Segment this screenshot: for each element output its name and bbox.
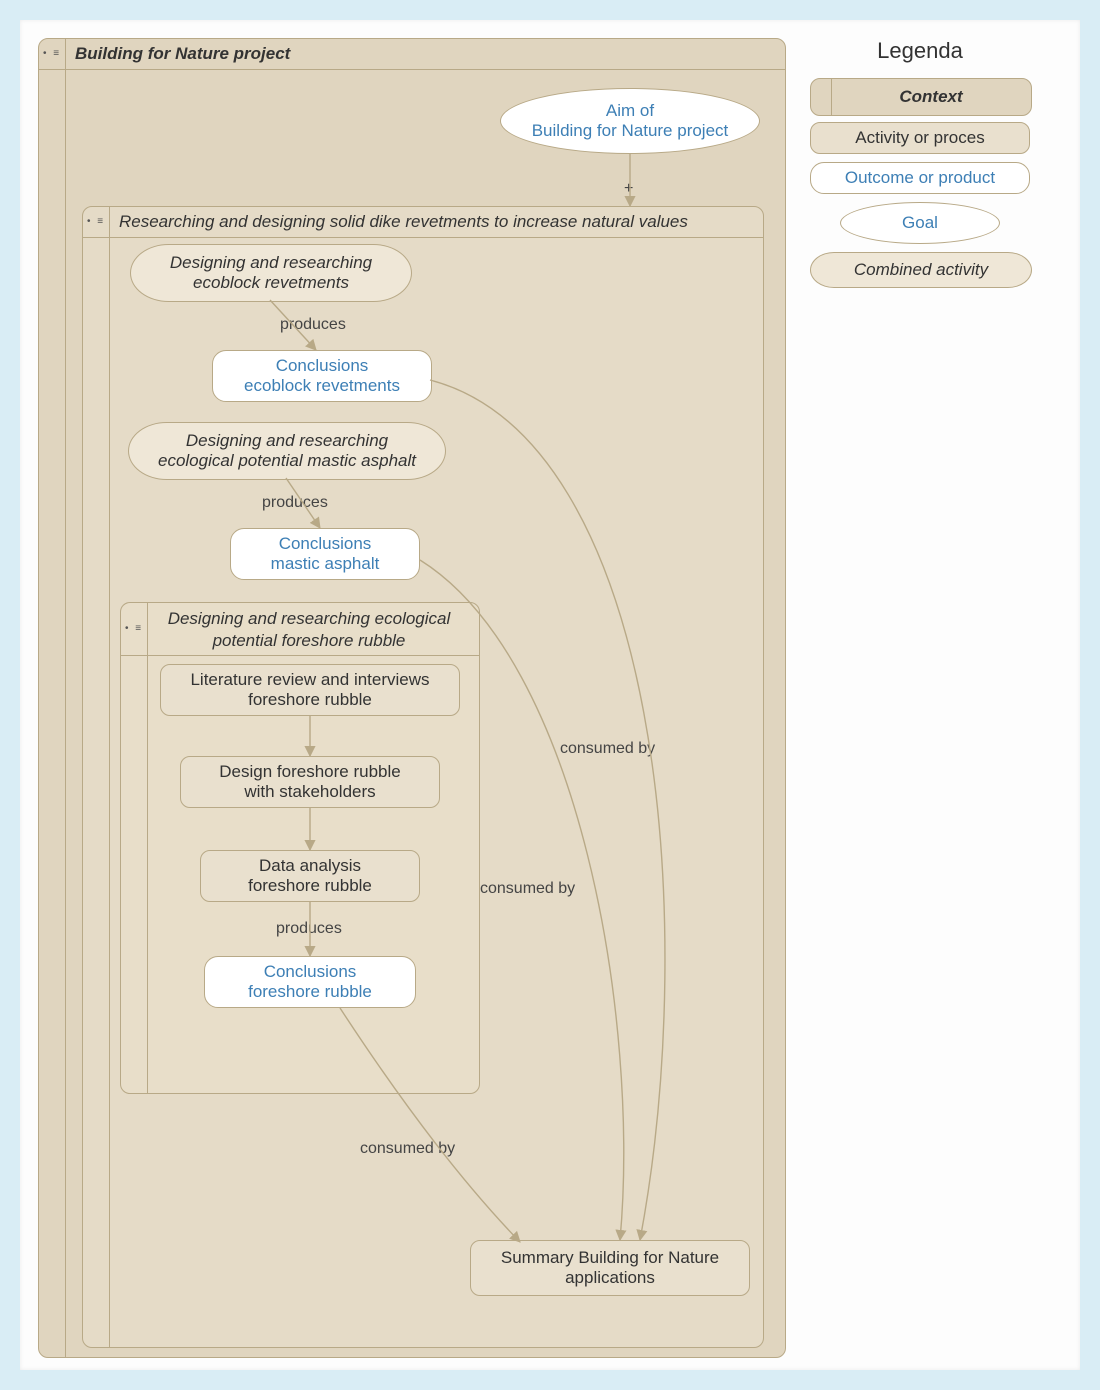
edge-label-consumed-3: consumed by bbox=[360, 1140, 455, 1158]
collapse-icon[interactable]: • ≡ bbox=[121, 603, 148, 655]
node-mastic-concl: Conclusionsmastic asphalt bbox=[230, 528, 420, 580]
node-mastic-design: Designing and researchingecological pote… bbox=[128, 422, 446, 480]
context-research-title: Researching and designing solid dike rev… bbox=[119, 207, 755, 237]
context-rail bbox=[65, 69, 66, 1357]
edge-label-consumed-2: consumed by bbox=[480, 880, 575, 898]
legend-goal: Goal bbox=[840, 202, 1000, 244]
edge-label-produces-2: produces bbox=[262, 494, 328, 512]
edge-label-plus: + bbox=[624, 180, 633, 198]
edge-label-consumed-1: consumed by bbox=[560, 740, 655, 758]
legend-activity-label: Activity or proces bbox=[855, 128, 984, 148]
node-fr-data: Data analysisforeshore rubble bbox=[200, 850, 420, 902]
node-mastic-concl-text: Conclusionsmastic asphalt bbox=[271, 534, 380, 574]
collapse-icon[interactable]: • ≡ bbox=[83, 207, 110, 237]
context-rail bbox=[109, 237, 110, 1347]
node-eco-concl: Conclusionsecoblock revetments bbox=[212, 350, 432, 402]
context-project-title: Building for Nature project bbox=[75, 39, 777, 69]
node-summary: Summary Building for Natureapplications bbox=[470, 1240, 750, 1296]
edge-label-produces-1: produces bbox=[280, 316, 346, 334]
node-fr-design: Design foreshore rubblewith stakeholders bbox=[180, 756, 440, 808]
node-summary-text: Summary Building for Natureapplications bbox=[501, 1248, 719, 1288]
context-rail bbox=[147, 655, 148, 1093]
context-foreshore-title: Designing and researching ecologicalpote… bbox=[147, 603, 471, 652]
legend-goal-label: Goal bbox=[902, 213, 938, 233]
edge-label-produces-3: produces bbox=[276, 920, 342, 938]
node-eco-design: Designing and researchingecoblock revetm… bbox=[130, 244, 412, 302]
legend-context: Context bbox=[810, 78, 1032, 116]
node-goal-text: Aim ofBuilding for Nature project bbox=[532, 101, 729, 141]
node-goal: Aim ofBuilding for Nature project bbox=[500, 88, 760, 154]
legend-combined-label: Combined activity bbox=[854, 260, 988, 280]
legend-outcome: Outcome or product bbox=[810, 162, 1030, 194]
legend-activity: Activity or proces bbox=[810, 122, 1030, 154]
legend-outcome-label: Outcome or product bbox=[845, 168, 995, 188]
node-eco-design-text: Designing and researchingecoblock revetm… bbox=[170, 253, 372, 293]
node-fr-data-text: Data analysisforeshore rubble bbox=[248, 856, 372, 896]
node-fr-lit: Literature review and interviewsforeshor… bbox=[160, 664, 460, 716]
collapse-icon[interactable]: • ≡ bbox=[39, 39, 66, 69]
node-fr-lit-text: Literature review and interviewsforeshor… bbox=[190, 670, 429, 710]
node-eco-concl-text: Conclusionsecoblock revetments bbox=[244, 356, 400, 396]
node-fr-design-text: Design foreshore rubblewith stakeholders bbox=[219, 762, 400, 802]
diagram-page: Legenda Context Activity or proces Outco… bbox=[20, 20, 1080, 1370]
context-header-2: • ≡ Researching and designing solid dike… bbox=[83, 207, 763, 238]
node-fr-concl-text: Conclusionsforeshore rubble bbox=[248, 962, 372, 1002]
node-fr-concl: Conclusionsforeshore rubble bbox=[204, 956, 416, 1008]
context-header: • ≡ Building for Nature project bbox=[39, 39, 785, 70]
legend-context-label: Context bbox=[831, 79, 1031, 115]
node-mastic-design-text: Designing and researchingecological pote… bbox=[158, 431, 416, 471]
legend-combined: Combined activity bbox=[810, 252, 1032, 288]
context-header-3: • ≡ Designing and researching ecological… bbox=[121, 603, 479, 656]
legend-title: Legenda bbox=[810, 38, 1030, 64]
